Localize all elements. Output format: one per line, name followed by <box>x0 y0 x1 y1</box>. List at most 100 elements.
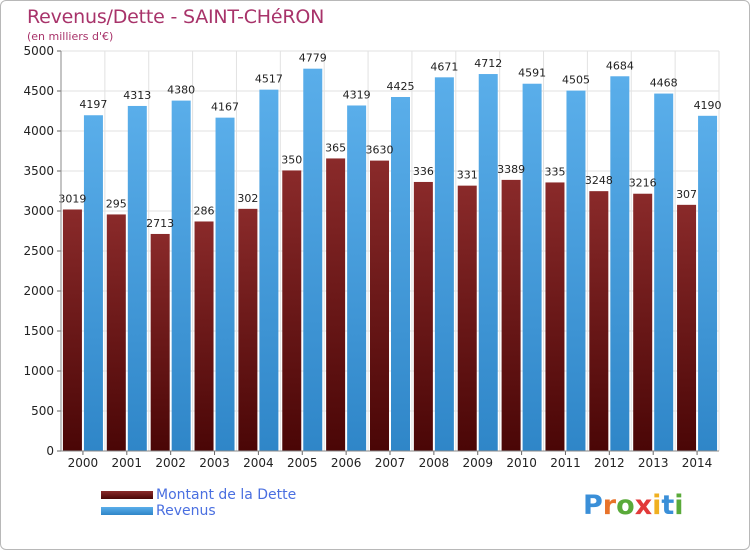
bar-debt-2001 <box>106 214 126 451</box>
data-label-revenus-2010: 4591 <box>518 67 546 80</box>
x-tick-label: 2013 <box>638 456 669 470</box>
data-label-revenus-2014: 4190 <box>694 99 722 112</box>
bar-revenus-2011 <box>566 90 586 451</box>
data-label-debt-2004: 302 <box>237 192 258 205</box>
data-label-revenus-2003: 4167 <box>211 101 239 114</box>
data-label-debt-2012: 3248 <box>585 174 613 187</box>
bar-revenus-2001 <box>127 105 147 452</box>
logo-letter: o <box>616 490 635 521</box>
data-label-revenus-2011: 4505 <box>562 74 590 87</box>
bar-debt-2003 <box>194 221 214 451</box>
bar-debt-2005 <box>282 170 302 451</box>
data-labels: 3019 4197 295 4313 2713 4380 286 4167 302 4517 350… <box>58 52 721 230</box>
data-label-debt-2001: 295 <box>106 197 127 210</box>
bar-debt-2000 <box>62 209 82 451</box>
bar-revenus-2006 <box>347 105 367 451</box>
data-label-debt-2002: 2713 <box>146 217 174 230</box>
data-label-revenus-2000: 4197 <box>79 98 107 111</box>
bar-revenus-2007 <box>391 97 410 451</box>
bar-revenus-2000 <box>83 115 103 452</box>
bar-revenus-2004 <box>259 89 279 451</box>
x-tick-label: 2009 <box>462 456 493 470</box>
logo-letter: t <box>661 490 675 521</box>
bar-debt-2014 <box>677 204 697 451</box>
logo-letter: i <box>674 490 684 521</box>
bar-debt-2010 <box>501 179 521 451</box>
y-tick-label: 5000 <box>23 44 54 58</box>
x-tick-label: 2014 <box>682 456 713 470</box>
x-tick-label: 2012 <box>594 456 625 470</box>
data-label-revenus-2002: 4380 <box>167 84 195 97</box>
data-label-revenus-2006: 4319 <box>343 88 371 101</box>
x-tick-label: 2010 <box>506 456 537 470</box>
x-tick-label: 2004 <box>243 456 274 470</box>
legend-label-revenus: Revenus <box>156 503 216 519</box>
x-tick-label: 2005 <box>287 456 318 470</box>
bar-revenus-2002 <box>171 100 191 451</box>
bar-revenus-2009 <box>478 74 498 451</box>
x-tick-label: 2007 <box>375 456 406 470</box>
bar-debt-2006 <box>326 158 346 451</box>
bar-revenus-2008 <box>434 77 454 451</box>
data-label-revenus-2004: 4517 <box>255 73 283 86</box>
data-label-debt-2009: 331 <box>457 169 478 182</box>
y-tick-label: 1000 <box>23 364 54 378</box>
bar-revenus-2014 <box>698 115 718 452</box>
data-label-debt-2006: 365 <box>325 141 346 154</box>
data-label-debt-2008: 336 <box>413 165 434 178</box>
data-label-revenus-2013: 4468 <box>650 77 678 90</box>
data-label-debt-2007: 3630 <box>366 144 394 157</box>
logo-letter: P <box>583 490 603 521</box>
bar-revenus-2003 <box>215 117 235 451</box>
y-tick-label: 3500 <box>23 164 54 178</box>
y-tick-label: 1500 <box>23 324 54 338</box>
bar-debt-2002 <box>150 233 170 451</box>
data-label-revenus-2007: 4425 <box>387 80 415 93</box>
bar-debt-2011 <box>545 182 565 451</box>
data-label-debt-2014: 307 <box>676 188 697 201</box>
data-label-debt-2003: 286 <box>194 204 215 217</box>
chart-title: Revenus/Dette - SAINT-CHéRON <box>27 6 325 28</box>
bar-revenus-2010 <box>522 83 542 451</box>
legend-swatch-revenus <box>101 507 153 515</box>
bar-revenus-2012 <box>610 76 630 451</box>
bar-revenus-2005 <box>303 68 323 452</box>
bar-debt-2012 <box>589 191 609 451</box>
data-label-debt-2011: 335 <box>544 165 565 178</box>
grid <box>60 50 720 452</box>
data-label-debt-2000: 3019 <box>58 192 86 205</box>
x-tick-label: 2000 <box>68 456 99 470</box>
x-tick-label: 2001 <box>112 456 143 470</box>
y-tick-label: 4500 <box>23 84 54 98</box>
data-label-revenus-2012: 4684 <box>606 59 634 72</box>
x-tick-label: 2011 <box>550 456 581 470</box>
x-tick-label: 2002 <box>155 456 186 470</box>
x-tick-label: 2006 <box>331 456 362 470</box>
y-tick-label: 3000 <box>23 204 54 218</box>
axes: 0 500 1000 1500 2000 2500 3000 3500 4000 4500 5000… <box>23 44 719 470</box>
data-label-revenus-2009: 4712 <box>474 57 502 70</box>
data-label-debt-2010: 3389 <box>497 163 525 176</box>
y-tick-label: 2000 <box>23 284 54 298</box>
x-tick-label: 2008 <box>419 456 450 470</box>
data-label-revenus-2005: 4779 <box>299 52 327 65</box>
y-tick-label: 2500 <box>23 244 54 258</box>
bars <box>62 68 718 452</box>
x-tick-label: 2003 <box>199 456 230 470</box>
legend-label-debt: Montant de la Dette <box>156 487 297 503</box>
legend-swatch-debt <box>101 491 153 499</box>
bar-debt-2009 <box>457 185 477 451</box>
chart-subtitle: (en milliers d'€) <box>27 30 114 43</box>
y-tick-label: 0 <box>46 444 54 458</box>
data-label-revenus-2008: 4671 <box>430 60 458 73</box>
bar-revenus-2013 <box>654 93 674 451</box>
logo-letter: r <box>602 490 617 521</box>
y-tick-label: 4000 <box>23 124 54 138</box>
logo-letter: x <box>634 490 653 521</box>
data-label-debt-2005: 350 <box>281 153 302 166</box>
data-label-revenus-2001: 4313 <box>123 89 151 102</box>
logo-letter: i <box>652 490 662 521</box>
bar-debt-2007 <box>370 160 389 451</box>
bar-debt-2008 <box>413 181 433 451</box>
